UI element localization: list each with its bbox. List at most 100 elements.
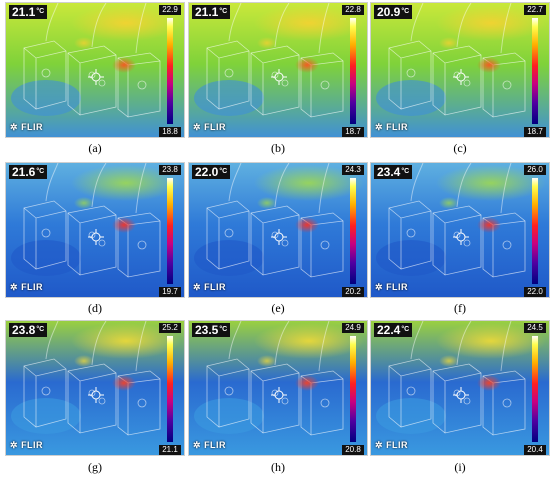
box-middle [250, 363, 300, 434]
scale-max: 25.2 [159, 323, 181, 333]
scale-min: 18.7 [524, 127, 546, 137]
flir-text: FLIR [21, 122, 44, 132]
crosshair-icon [271, 229, 287, 245]
thermal-scene [6, 321, 184, 455]
spot-temperature: 20.9°C [374, 5, 413, 19]
crosshair-icon [88, 69, 104, 85]
scale-bar [167, 178, 173, 284]
flir-icon: ✲ [375, 440, 384, 450]
thermal-image: 21.6°C 23.8 19.7 ✲ FLIR [5, 162, 185, 298]
scale-min: 18.7 [342, 127, 364, 137]
scale-bar [350, 18, 356, 124]
flir-text: FLIR [204, 282, 227, 292]
scale-bar [532, 18, 538, 124]
scale-bar [532, 178, 538, 284]
flir-logo: ✲ FLIR [375, 282, 408, 293]
flir-icon: ✲ [10, 282, 19, 292]
panel-caption: (a) [88, 141, 102, 155]
box-middle [250, 45, 300, 116]
flir-logo: ✲ FLIR [193, 122, 226, 133]
flir-text: FLIR [386, 122, 409, 132]
box-left [23, 40, 67, 110]
spot-temperature: 21.6°C [9, 165, 48, 179]
thermal-panel: 22.4°C 24.5 20.4 ✲ FLIR (i) [370, 320, 550, 474]
box-middle [432, 45, 482, 116]
box-left [206, 200, 250, 270]
thermal-image: 22.4°C 24.5 20.4 ✲ FLIR [370, 320, 550, 456]
scale-max: 22.8 [342, 5, 364, 15]
scale-max: 24.9 [342, 323, 364, 333]
crosshair-icon [88, 229, 104, 245]
thermal-image: 22.0°C 24.3 20.2 ✲ FLIR [188, 162, 368, 298]
thermal-panel: 20.9°C 22.7 18.7 ✲ FLIR (c) [370, 2, 550, 155]
scale-min: 22.0 [524, 287, 546, 297]
thermal-image: 21.1°C 22.9 18.8 ✲ FLIR [5, 2, 185, 138]
color-scale: 22.7 18.7 [524, 5, 546, 137]
scale-max: 24.3 [342, 165, 364, 175]
thermal-image: 23.4°C 26.0 22.0 ✲ FLIR [370, 162, 550, 298]
box-middle [250, 205, 300, 276]
scale-bar [167, 18, 173, 124]
thermal-image: 23.8°C 25.2 21.1 ✲ FLIR [5, 320, 185, 456]
spot-temperature: 23.4°C [374, 165, 413, 179]
box-left [23, 358, 67, 428]
crosshair-icon [271, 69, 287, 85]
scale-min: 20.8 [342, 445, 364, 455]
panel-caption: (d) [88, 301, 102, 315]
flir-logo: ✲ FLIR [10, 282, 43, 293]
flir-logo: ✲ FLIR [375, 440, 408, 451]
box-left [388, 200, 432, 270]
flir-icon: ✲ [193, 282, 202, 292]
box-left [23, 200, 67, 270]
scale-max: 23.8 [159, 165, 181, 175]
flir-text: FLIR [386, 440, 409, 450]
panel-caption: (b) [271, 141, 285, 155]
thermal-panel: 21.6°C 23.8 19.7 ✲ FLIR (d) [5, 162, 185, 315]
flir-icon: ✲ [375, 122, 384, 132]
spot-temperature: 21.1°C [9, 5, 48, 19]
thermal-scene [371, 321, 549, 455]
flir-icon: ✲ [193, 440, 202, 450]
flir-text: FLIR [386, 282, 409, 292]
color-scale: 23.8 19.7 [159, 165, 181, 297]
thermal-scene [6, 163, 184, 297]
scale-min: 21.1 [159, 445, 181, 455]
flir-text: FLIR [21, 440, 44, 450]
box-left [206, 358, 250, 428]
crosshair-icon [88, 387, 104, 403]
color-scale: 24.9 20.8 [342, 323, 364, 455]
flir-text: FLIR [204, 122, 227, 132]
flir-logo: ✲ FLIR [193, 282, 226, 293]
scale-bar [167, 336, 173, 442]
spot-temperature: 23.5°C [192, 323, 231, 337]
thermal-panel: 23.5°C 24.9 20.8 ✲ FLIR (h) [188, 320, 368, 474]
color-scale: 22.8 18.7 [342, 5, 364, 137]
thermal-panel: 23.4°C 26.0 22.0 ✲ FLIR (f) [370, 162, 550, 315]
box-left [388, 358, 432, 428]
thermal-scene [189, 3, 367, 137]
flir-logo: ✲ FLIR [375, 122, 408, 133]
flir-icon: ✲ [193, 122, 202, 132]
scale-max: 22.9 [159, 5, 181, 15]
flir-icon: ✲ [375, 282, 384, 292]
panel-caption: (i) [454, 460, 466, 474]
flir-logo: ✲ FLIR [193, 440, 226, 451]
scale-max: 26.0 [524, 165, 546, 175]
box-left [206, 40, 250, 110]
panel-caption: (f) [454, 301, 466, 315]
thermal-scene [371, 3, 549, 137]
scale-bar [532, 336, 538, 442]
panel-caption: (e) [271, 301, 285, 315]
scale-min: 19.7 [159, 287, 181, 297]
thermal-panel: 22.0°C 24.3 20.2 ✲ FLIR (e) [188, 162, 368, 315]
thermal-scene [189, 163, 367, 297]
flir-text: FLIR [21, 282, 44, 292]
crosshair-icon [453, 69, 469, 85]
thermal-image: 23.5°C 24.9 20.8 ✲ FLIR [188, 320, 368, 456]
thermal-scene [6, 3, 184, 137]
scale-bar [350, 178, 356, 284]
thermal-image: 20.9°C 22.7 18.7 ✲ FLIR [370, 2, 550, 138]
box-middle [432, 363, 482, 434]
color-scale: 25.2 21.1 [159, 323, 181, 455]
color-scale: 24.3 20.2 [342, 165, 364, 297]
